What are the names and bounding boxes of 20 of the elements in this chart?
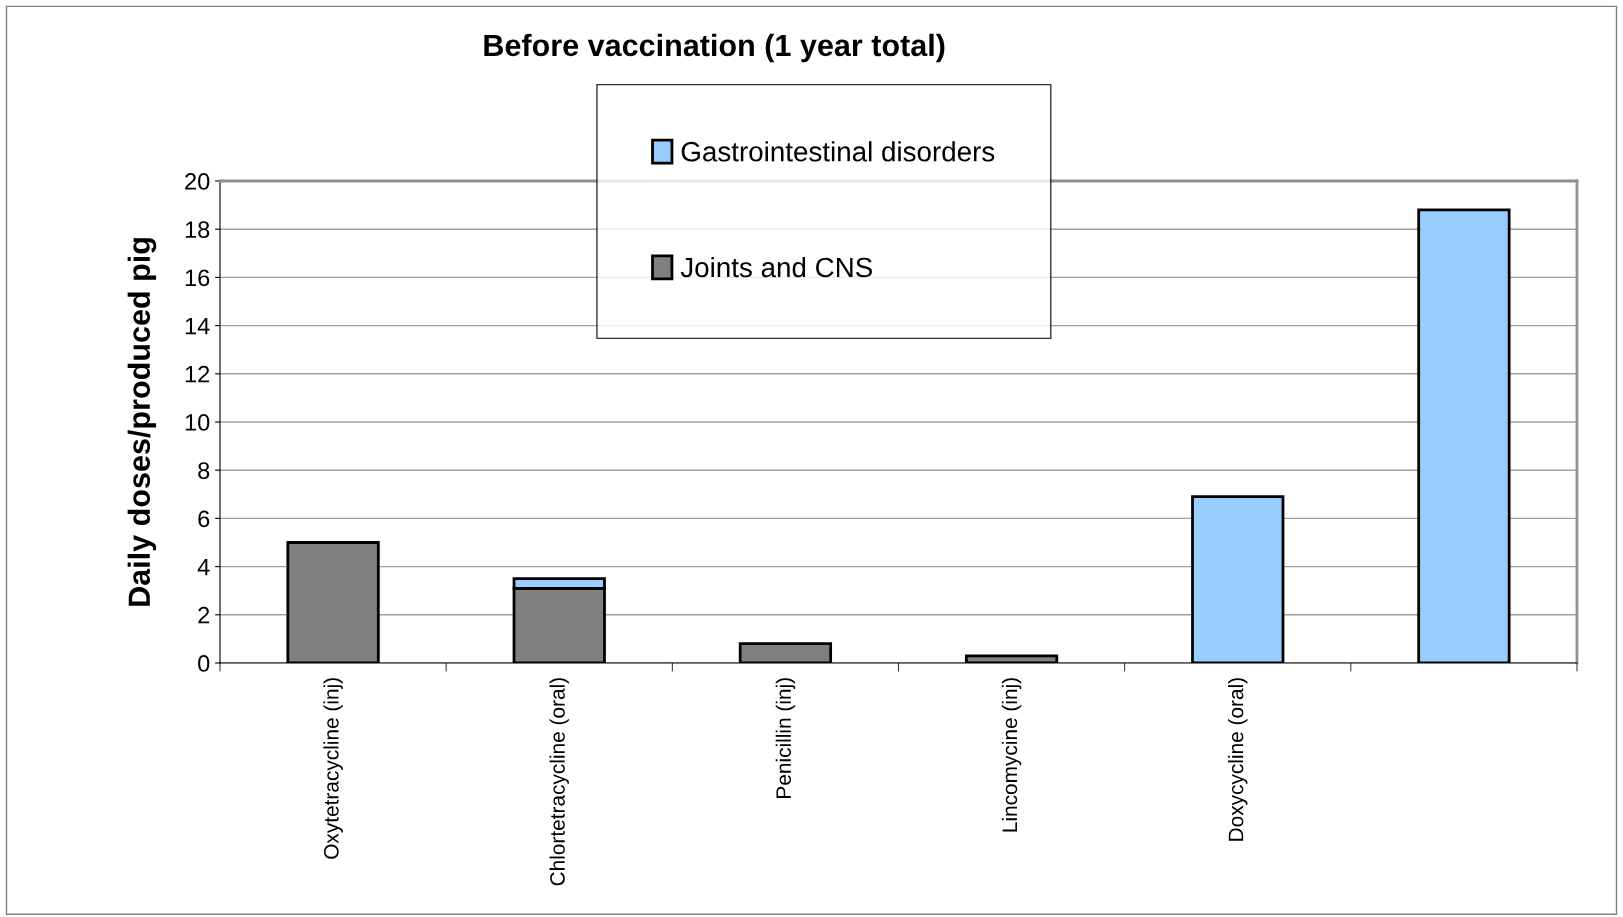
x-tick-label: Chlortetracycline (oral) xyxy=(549,678,569,886)
y-tick-label: 12 xyxy=(185,365,210,383)
x-tick-label: Penicillin (inj) xyxy=(775,678,796,798)
y-tick-label: 16 xyxy=(185,269,210,287)
y-tick-label: 18 xyxy=(185,221,210,238)
y-tick-label: 20 xyxy=(185,173,210,190)
y-axis-title: Daily doses/produced pig xyxy=(127,238,157,606)
y-tick-label: 10 xyxy=(185,414,210,431)
y-tick-label: 14 xyxy=(185,317,210,335)
x-tick-label: Oxytetracycline (inj) xyxy=(323,678,343,859)
chart-title: Before vaccination (1 year total) xyxy=(484,33,945,63)
y-tick-label: 4 xyxy=(197,558,210,576)
y-tick-label: 0 xyxy=(198,655,210,672)
x-tick-label: Doxycycline (oral) xyxy=(1228,678,1248,841)
y-tick-label: 6 xyxy=(198,510,210,528)
legend-label: Gastrointestinal disorders xyxy=(681,141,995,162)
legend-label: Joints and CNS xyxy=(680,256,872,278)
y-tick-label: 8 xyxy=(198,462,210,479)
y-tick-label: 2 xyxy=(198,606,210,624)
x-tick-label: Lincomycine (inj) xyxy=(1001,678,1022,832)
